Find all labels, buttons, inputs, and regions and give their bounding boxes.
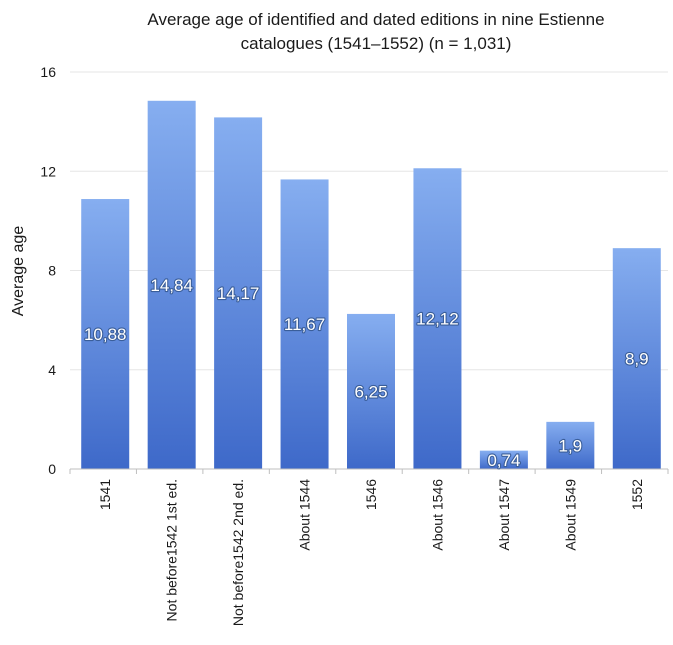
chart-title-line-2: catalogues (1541–1552) (n = 1,031): [241, 34, 512, 53]
category-label: 1546: [363, 479, 379, 510]
bar: [546, 421, 595, 469]
data-label: 12,12: [416, 310, 459, 329]
y-axis-label: Average age: [10, 226, 27, 317]
y-tick-label: 16: [40, 64, 56, 80]
data-label: 11,67: [284, 315, 325, 334]
category-label: 1552: [629, 479, 645, 510]
bar: [81, 199, 130, 470]
data-label: 1,9: [559, 436, 583, 455]
data-label: 14,17: [217, 284, 260, 303]
bar: [347, 313, 395, 469]
category-label: About 1547: [496, 479, 512, 551]
x-axis: [69, 468, 669, 474]
bar: [280, 179, 329, 470]
category-label: About 1549: [562, 479, 578, 551]
category-label: About 1544: [297, 479, 313, 551]
data-labels: 10,88 14,84 14,17 11,67 6,25 12,12 0,74 1,9 8,9: [83, 275, 650, 471]
chart-title-line-1: Average age of identified and dated edit…: [147, 10, 604, 29]
bar: [479, 450, 528, 469]
category-label: 1541: [97, 479, 113, 510]
bar: [413, 168, 462, 469]
data-label: 0,74: [487, 451, 520, 470]
category-label: Not before1542 1st ed.: [164, 479, 180, 621]
y-axis-ticks: 0 4 8 12 16: [40, 64, 56, 477]
bars: [81, 100, 661, 470]
data-label: 10,88: [84, 325, 127, 344]
chart-title: Average age of identified and dated edit…: [147, 10, 604, 53]
y-tick-label: 0: [48, 461, 56, 477]
y-tick-label: 4: [48, 362, 56, 378]
category-label: Not before1542 2nd ed.: [230, 479, 246, 626]
data-label: 8,9: [625, 350, 649, 369]
category-labels: 1541 Not before1542 1st ed. Not before1542…: [97, 479, 645, 626]
bar: [147, 100, 196, 469]
bar: [612, 248, 661, 469]
y-tick-label: 8: [48, 263, 56, 279]
bar: [214, 117, 263, 470]
data-label: 14,84: [150, 276, 193, 295]
category-label: About 1546: [429, 479, 445, 551]
y-tick-label: 12: [40, 163, 56, 179]
data-label: 6,25: [354, 382, 387, 401]
